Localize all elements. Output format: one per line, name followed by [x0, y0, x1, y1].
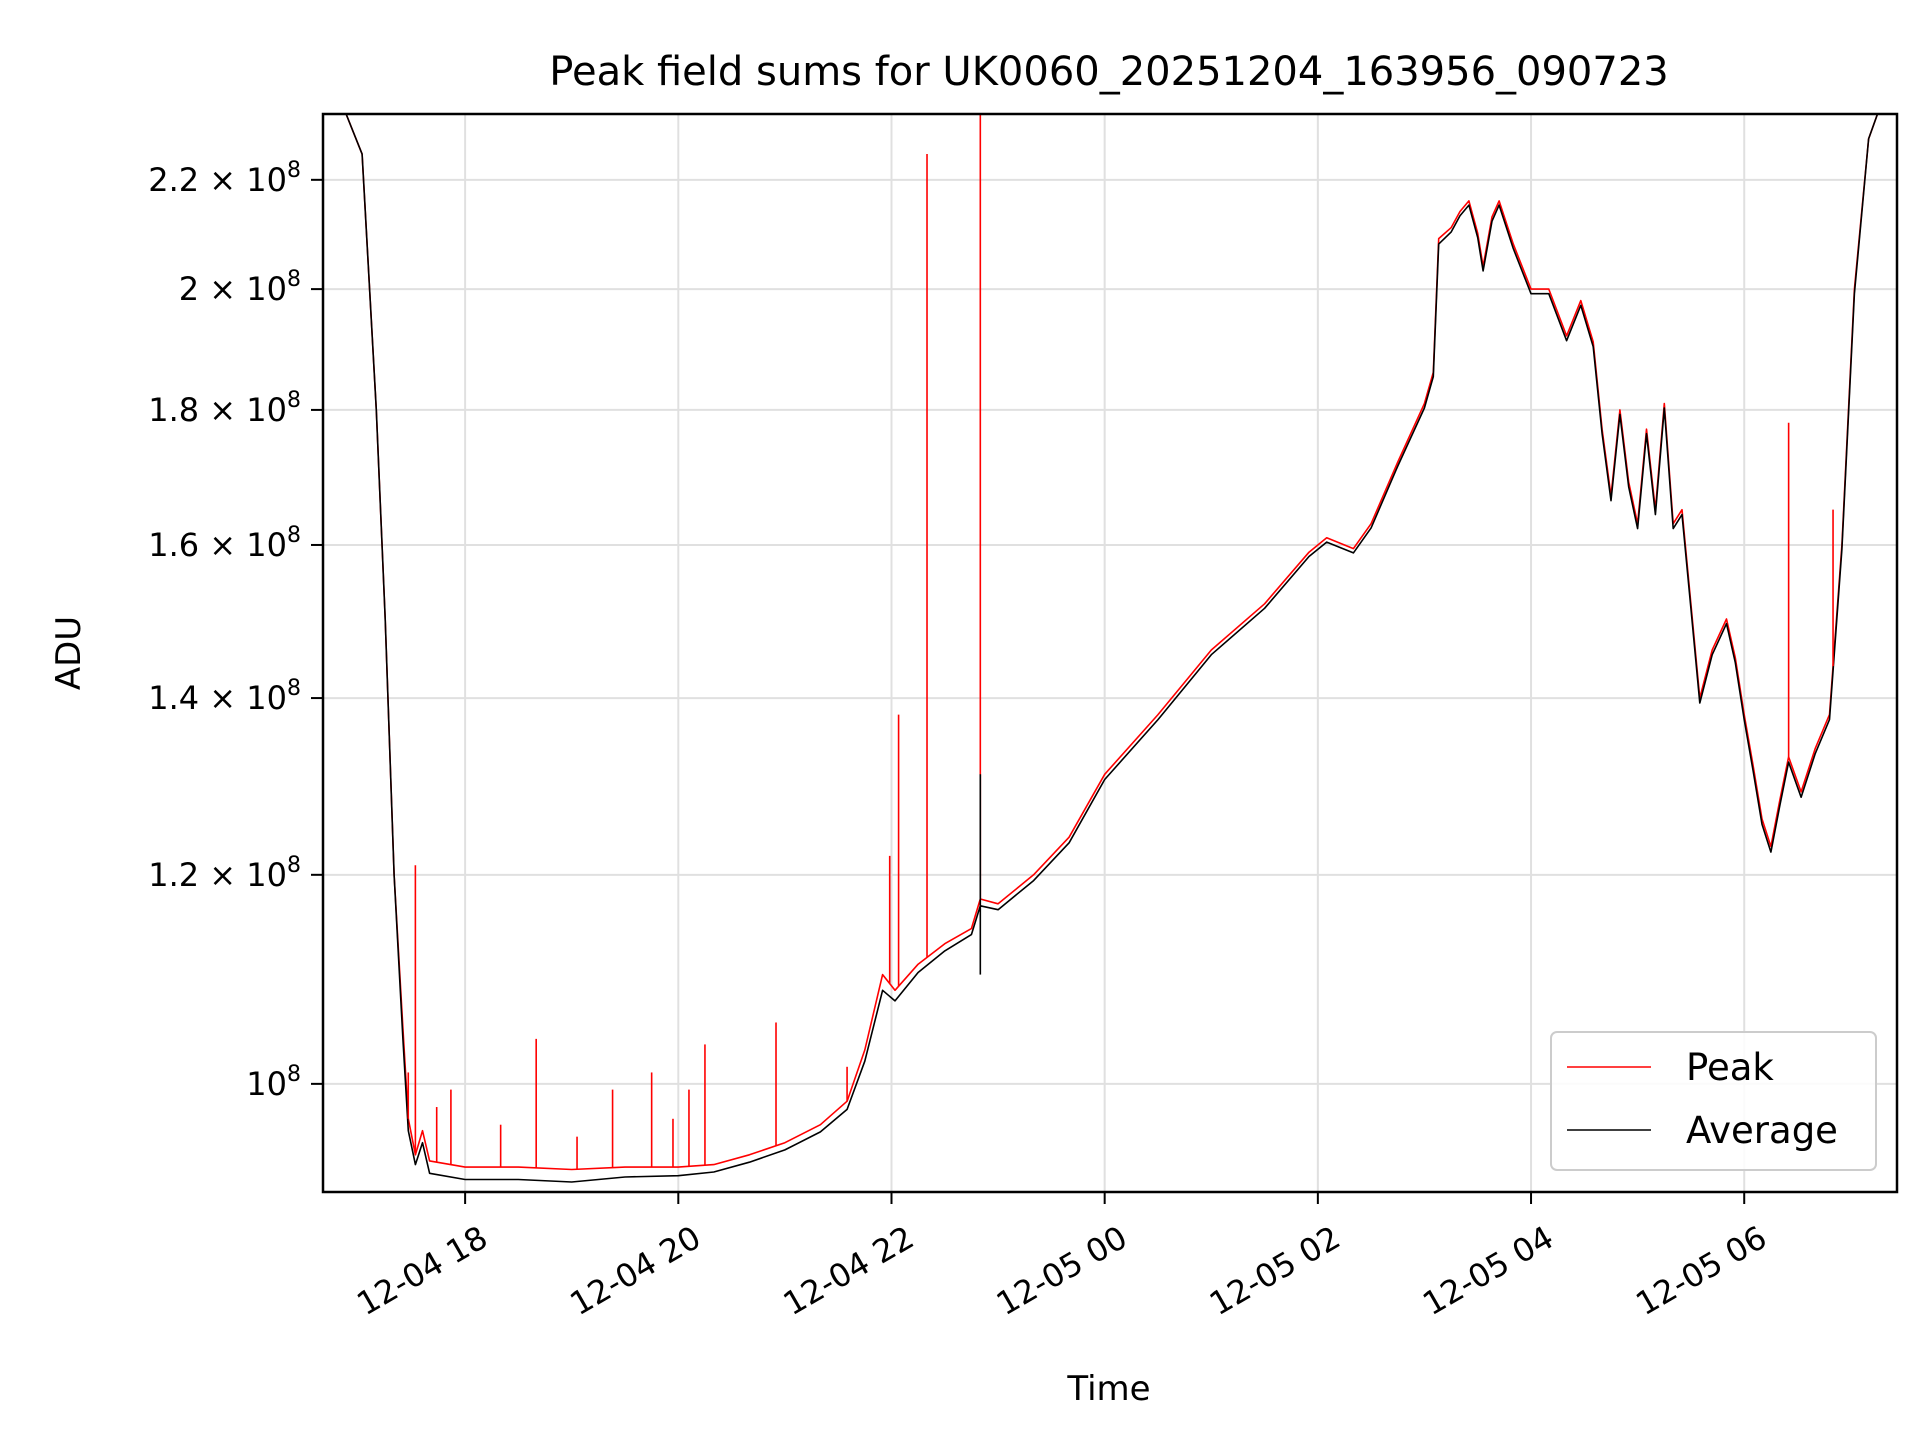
series-line-average	[323, 114, 1897, 1183]
x-axis-title: Time	[1066, 1369, 1150, 1409]
y-tick-label: 1.8 × 108	[148, 388, 301, 429]
series-line-peak	[323, 114, 1897, 1171]
y-tick-label: 1.2 × 108	[148, 853, 301, 894]
legend: Peak Average	[1550, 1031, 1877, 1171]
y-tick-label: 1.6 × 108	[148, 523, 301, 564]
y-tick-label: 1.4 × 108	[148, 676, 301, 717]
series-layer	[323, 114, 1897, 1183]
legend-label-peak: Peak	[1686, 1046, 1774, 1089]
plot-frame	[321, 112, 1899, 1194]
y-tick-label: 108	[246, 1062, 301, 1103]
y-axis-title: ADU	[49, 616, 89, 690]
legend-label-average: Average	[1686, 1109, 1838, 1152]
y-tick-label: 2.2 × 108	[148, 158, 301, 199]
y-axis: 108 1.2 × 108 1.4 × 108 1.6 × 108 1.8 × 108 2…	[148, 158, 323, 1103]
y-tick-label: 2 × 108	[179, 267, 301, 308]
plot-area	[323, 114, 1897, 1183]
chart-title: Peak field sums for UK0060_20251204_1639…	[549, 49, 1668, 95]
